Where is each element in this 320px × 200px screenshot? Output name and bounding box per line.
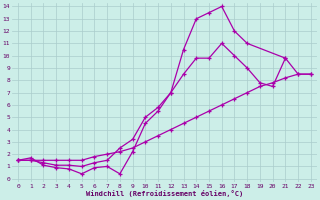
X-axis label: Windchill (Refroidissement éolien,°C): Windchill (Refroidissement éolien,°C) [86,190,243,197]
